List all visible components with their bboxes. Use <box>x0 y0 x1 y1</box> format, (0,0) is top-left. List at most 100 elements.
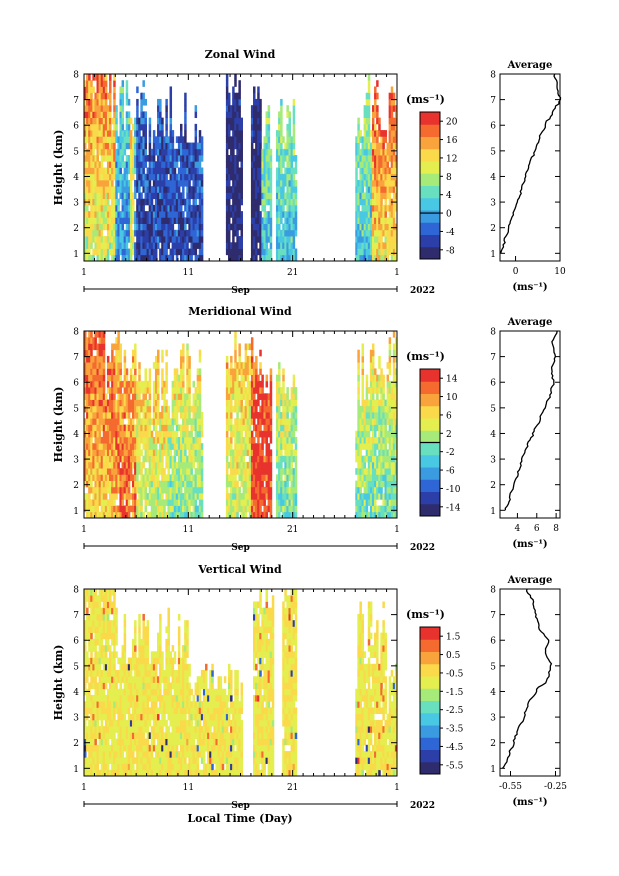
heatmap-cell <box>111 455 114 463</box>
heatmap-cell <box>140 92 143 100</box>
heatmap-cell <box>192 223 195 231</box>
heatmap-cell <box>265 418 269 425</box>
heatmap-cell <box>182 211 185 218</box>
heatmap-cell <box>265 412 269 419</box>
heatmap-cell <box>363 167 367 175</box>
heatmap-cell <box>177 424 181 432</box>
heatmap-cell <box>86 368 89 376</box>
heatmap-cell <box>288 505 291 513</box>
heatmap-cell <box>267 236 271 243</box>
heatmap-cell <box>179 461 183 469</box>
heatmap-cell <box>236 148 239 156</box>
heatmap-cell <box>169 123 173 131</box>
heatmap-cell <box>115 399 118 407</box>
heatmap-cell <box>177 493 181 500</box>
heatmap-cell <box>367 405 371 413</box>
heatmap-cell <box>382 254 385 262</box>
heatmap-cell <box>275 142 279 150</box>
heatmap-cell <box>232 248 235 256</box>
heatmap-cell <box>125 217 129 224</box>
heatmap-cell <box>365 418 369 425</box>
heatmap-cell <box>136 412 139 419</box>
heatmap-cell <box>96 511 100 519</box>
heatmap-cell <box>390 236 394 243</box>
heatmap-cell <box>106 355 110 363</box>
heatmap-cell <box>382 418 385 425</box>
heatmap-cell <box>261 430 264 438</box>
heatmap-cell <box>232 499 235 506</box>
heatmap-cell <box>184 98 187 106</box>
heatmap-cell <box>365 468 369 475</box>
heatmap-cell <box>179 449 183 457</box>
heatmap-cell <box>119 86 122 94</box>
heatmap-cell <box>96 430 100 438</box>
heatmap-cell <box>367 486 371 494</box>
heatmap-cell <box>100 74 104 81</box>
heatmap-cell <box>161 198 164 206</box>
heatmap-cell <box>250 418 254 425</box>
heatmap-cell <box>248 499 252 506</box>
heatmap-cell <box>278 480 281 488</box>
heatmap-cell <box>106 511 110 519</box>
heatmap-cell <box>134 117 137 125</box>
heatmap-cell <box>240 130 243 137</box>
heatmap-cell <box>275 380 279 388</box>
heatmap-cell <box>173 468 177 475</box>
heatmap-cell <box>148 380 152 388</box>
heatmap-cell <box>250 405 254 413</box>
heatmap-cell <box>255 136 258 143</box>
heatmap-cell <box>390 117 394 125</box>
heatmap-cell <box>96 343 100 351</box>
heatmap-cell <box>367 468 371 475</box>
heatmap-cell <box>196 380 200 388</box>
heatmap-cell <box>278 229 281 237</box>
heatmap-cell <box>104 98 108 106</box>
heatmap-cell <box>290 418 294 425</box>
heatmap-cell <box>232 387 235 394</box>
heatmap-cell <box>125 486 129 494</box>
heatmap-cell <box>98 105 102 112</box>
heatmap-cell <box>173 443 177 450</box>
heatmap-cell <box>146 167 150 175</box>
heatmap-cell <box>240 223 243 231</box>
heatmap-cell <box>194 468 198 475</box>
heatmap-cell <box>100 455 104 463</box>
heatmap-cell <box>234 468 237 475</box>
heatmap-cell <box>238 486 241 494</box>
heatmap-cell <box>380 148 383 156</box>
heatmap-cell <box>257 511 260 519</box>
heatmap-cell <box>144 430 147 438</box>
heatmap-cell <box>163 229 166 237</box>
heatmap-cell <box>188 511 191 519</box>
heatmap-cell <box>278 242 281 249</box>
heatmap-cell <box>119 499 122 506</box>
heatmap-cell <box>196 474 200 481</box>
heatmap-cell <box>102 418 106 425</box>
heatmap-cell <box>265 505 269 513</box>
heatmap-cell <box>227 505 231 513</box>
heatmap-cell <box>198 511 202 519</box>
heatmap-cell <box>94 242 97 249</box>
heatmap-cell <box>186 399 189 407</box>
heatmap-cell <box>134 123 137 131</box>
heatmap-cell <box>98 449 102 457</box>
heatmap-cell <box>140 155 143 162</box>
heatmap-cell <box>380 399 383 407</box>
heatmap-cell <box>113 405 116 413</box>
heatmap-cell <box>253 148 256 156</box>
heatmap-cell <box>269 173 273 181</box>
heatmap-cell <box>227 236 231 243</box>
heatmap-cell <box>288 117 291 125</box>
heatmap-cell <box>367 229 371 237</box>
heatmap-cell <box>179 393 183 400</box>
heatmap-cell <box>171 192 175 200</box>
heatmap-cell <box>357 362 360 369</box>
heatmap-cell <box>161 355 164 363</box>
heatmap-cell <box>140 399 143 407</box>
heatmap-cell <box>225 117 229 125</box>
heatmap-cell <box>292 499 296 506</box>
heatmap-cell <box>177 387 181 394</box>
heatmap-cell <box>236 505 239 513</box>
heatmap-cell <box>236 161 239 168</box>
heatmap-cell <box>138 374 141 382</box>
